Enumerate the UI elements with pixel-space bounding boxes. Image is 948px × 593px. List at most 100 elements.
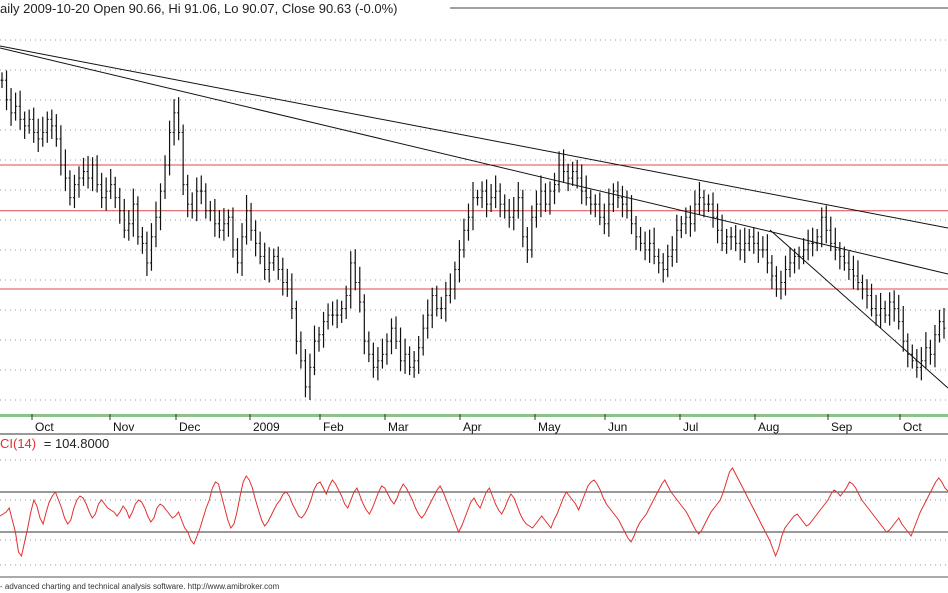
x-tick-label-9: Jul — [683, 420, 698, 434]
price-bar-31 — [140, 227, 144, 254]
price-bar-134 — [607, 188, 611, 237]
price-bar-5 — [23, 111, 27, 139]
x-tick-label-5: Mar — [388, 420, 409, 434]
price-bar-117 — [530, 205, 534, 258]
x-tick-label-3: 2009 — [253, 420, 280, 434]
price-bar-157 — [711, 192, 715, 228]
indicator-line — [0, 467, 948, 558]
price-bar-124 — [562, 149, 566, 182]
price-bar-3 — [14, 92, 18, 121]
price-bar-205 — [928, 339, 932, 365]
price-bar-116 — [525, 227, 529, 263]
price-bar-93 — [421, 314, 425, 356]
price-bar-141 — [639, 227, 643, 252]
price-bar-161 — [729, 227, 733, 250]
price-bar-72 — [326, 303, 330, 330]
price-bar-85 — [385, 333, 389, 365]
price-bar-126 — [571, 161, 575, 186]
price-bar-78 — [353, 249, 357, 291]
price-bar-26 — [118, 187, 122, 224]
price-bar-32 — [145, 231, 149, 276]
price-bar-36 — [163, 155, 167, 199]
price-bar-181 — [820, 207, 824, 248]
price-bar-193 — [874, 294, 878, 326]
price-bar-21 — [95, 155, 99, 193]
indicator-grid — [0, 459, 948, 566]
price-bar-91 — [412, 351, 416, 378]
x-axis: Oct Nov Dec 2009 Feb Mar Apr May Jun Jul Aug Sep Oct — [31, 414, 922, 434]
price-bar-109 — [494, 175, 498, 209]
price-bar-144 — [652, 227, 656, 265]
price-bar-59 — [267, 247, 271, 283]
price-bar-132 — [598, 192, 602, 226]
price-bar-82 — [371, 342, 375, 378]
price-bar-64 — [290, 273, 294, 320]
price-bar-147 — [666, 244, 670, 278]
price-pane — [0, 39, 948, 401]
price-bar-35 — [159, 183, 163, 231]
price-bar-63 — [285, 268, 289, 297]
price-bar-90 — [408, 346, 412, 376]
price-bar-125 — [566, 163, 570, 192]
price-bar-8 — [36, 118, 40, 152]
price-bar-88 — [399, 327, 403, 372]
price-bar-178 — [806, 229, 810, 261]
price-bar-206 — [933, 324, 937, 368]
price-bar-54 — [245, 195, 249, 245]
price-bar-186 — [842, 246, 846, 271]
x-tick-label-4: Feb — [323, 420, 344, 434]
price-bar-127 — [575, 159, 579, 189]
price-bar-44 — [199, 175, 203, 205]
price-bar-20 — [91, 157, 95, 192]
price-bar-128 — [580, 164, 584, 205]
price-bar-136 — [616, 181, 620, 209]
price-bar-84 — [380, 338, 384, 369]
price-bar-158 — [716, 203, 720, 244]
price-bar-168 — [761, 236, 765, 258]
price-bar-162 — [734, 225, 738, 252]
price-bar-56 — [254, 220, 258, 257]
price-bar-174 — [788, 247, 792, 278]
price-bar-192 — [870, 283, 874, 317]
price-bar-197 — [892, 290, 896, 322]
resistance-lines — [0, 164, 948, 290]
x-tick-label-2: Dec — [179, 420, 200, 434]
price-bar-108 — [489, 183, 493, 213]
price-bar-95 — [430, 287, 434, 329]
price-bar-98 — [444, 281, 448, 322]
price-bar-66 — [299, 331, 303, 369]
price-bar-140 — [634, 215, 638, 250]
x-tick-label-1: Nov — [113, 420, 134, 434]
price-bar-49 — [222, 208, 226, 241]
price-bar-123 — [557, 151, 561, 193]
price-bar-17 — [77, 166, 81, 198]
price-bar-107 — [485, 179, 489, 218]
price-bar-129 — [584, 175, 588, 206]
price-bar-156 — [707, 194, 710, 213]
price-bar-138 — [625, 190, 629, 219]
trend-line-long — [0, 45, 948, 229]
x-tick-label-12: Oct — [903, 420, 922, 434]
price-bar-41 — [186, 174, 190, 218]
price-bar-74 — [335, 299, 339, 329]
price-bar-65 — [294, 300, 298, 355]
indicator-label: CI(14) = 104.8000 — [0, 436, 109, 451]
price-bar-183 — [829, 216, 833, 252]
price-bar-112 — [507, 198, 511, 228]
price-bar-69 — [312, 325, 316, 376]
price-bar-73 — [331, 301, 335, 326]
price-bar-12 — [54, 114, 58, 147]
price-bar-46 — [208, 200, 212, 222]
price-bar-118 — [534, 190, 538, 228]
price-bar-153 — [693, 190, 697, 232]
price-bar-14 — [63, 149, 67, 192]
price-bar-119 — [539, 175, 543, 218]
price-bar-185 — [838, 242, 842, 270]
price-bar-199 — [901, 305, 905, 352]
price-bar-39 — [177, 97, 181, 141]
price-bar-100 — [453, 261, 457, 300]
price-bar-175 — [793, 248, 797, 274]
price-bar-38 — [172, 99, 176, 146]
